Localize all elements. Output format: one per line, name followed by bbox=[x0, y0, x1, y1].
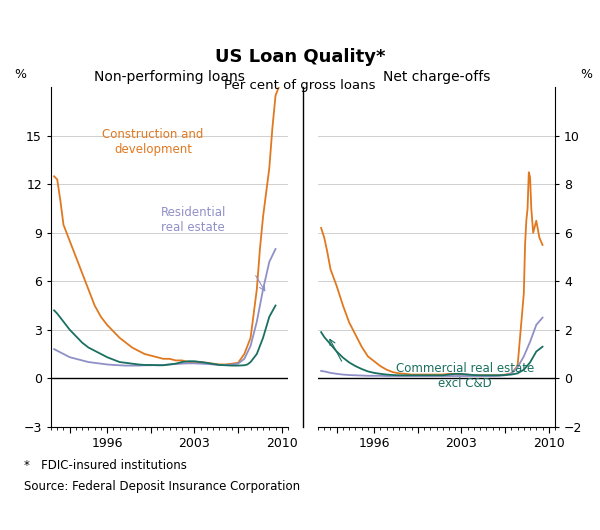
Text: Source: Federal Deposit Insurance Corporation: Source: Federal Deposit Insurance Corpor… bbox=[24, 480, 300, 493]
Text: Net charge-offs: Net charge-offs bbox=[383, 70, 490, 84]
Text: Per cent of gross loans: Per cent of gross loans bbox=[224, 80, 376, 93]
Text: *   FDIC-insured institutions: * FDIC-insured institutions bbox=[24, 458, 187, 472]
Text: Non-performing loans: Non-performing loans bbox=[94, 70, 245, 84]
Text: %: % bbox=[14, 68, 26, 81]
Text: Residential
real estate: Residential real estate bbox=[161, 206, 226, 234]
Text: Construction and
development: Construction and development bbox=[102, 128, 203, 156]
Text: Commercial real estate
excl C&D: Commercial real estate excl C&D bbox=[396, 362, 534, 390]
Text: US Loan Quality*: US Loan Quality* bbox=[215, 48, 385, 66]
Text: %: % bbox=[580, 68, 592, 81]
